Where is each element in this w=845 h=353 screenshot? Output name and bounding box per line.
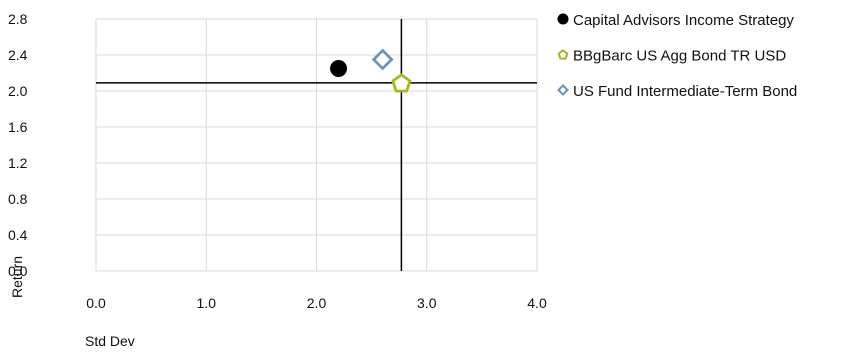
data-point-pentagon (391, 73, 412, 93)
data-point-diamond (371, 48, 394, 71)
y-tick-label: 0.0 (8, 263, 28, 279)
y-tick-label: 0.8 (8, 191, 28, 207)
y-axis-label: Return (9, 256, 25, 298)
legend-label: US Fund Intermediate-Term Bond (573, 83, 797, 100)
y-tick-label: 2.0 (8, 83, 28, 99)
legend-item: Capital Advisors Income Strategy (557, 12, 794, 29)
legend-label: BBgBarc US Agg Bond TR USD (573, 48, 786, 65)
gridlines (95, 18, 538, 272)
y-tick-label: 2.8 (8, 11, 28, 27)
y-tick-label: 2.4 (8, 47, 28, 63)
reference-lines (96, 19, 537, 271)
x-tick-labels: 0.0 1.0 2.0 3.0 4.0 (86, 295, 547, 311)
legend-marker-diamond (557, 84, 569, 96)
legend: Capital Advisors Income Strategy BBgBarc … (557, 12, 797, 100)
x-tick-label: 3.0 (417, 295, 437, 311)
legend-item: US Fund Intermediate-Term Bond (557, 83, 797, 100)
legend-label: Capital Advisors Income Strategy (573, 12, 794, 29)
y-tick-label: 1.6 (8, 119, 28, 135)
x-tick-label: 1.0 (197, 295, 217, 311)
x-tick-label: 4.0 (527, 295, 547, 311)
x-tick-label: 0.0 (86, 295, 106, 311)
legend-marker-pentagon (557, 49, 569, 60)
legend-marker-circle (557, 13, 569, 25)
legend-item: BBgBarc US Agg Bond TR USD (557, 48, 786, 65)
y-tick-label: 0.4 (8, 227, 28, 243)
x-tick-label: 2.0 (307, 295, 327, 311)
y-tick-label: 1.2 (8, 155, 28, 171)
x-axis-label: Std Dev (85, 333, 135, 349)
data-point-circle (330, 60, 348, 77)
y-tick-labels: 0.0 0.4 0.8 1.2 1.6 2.0 2.4 2.8 (8, 11, 28, 279)
data-points (330, 48, 412, 93)
